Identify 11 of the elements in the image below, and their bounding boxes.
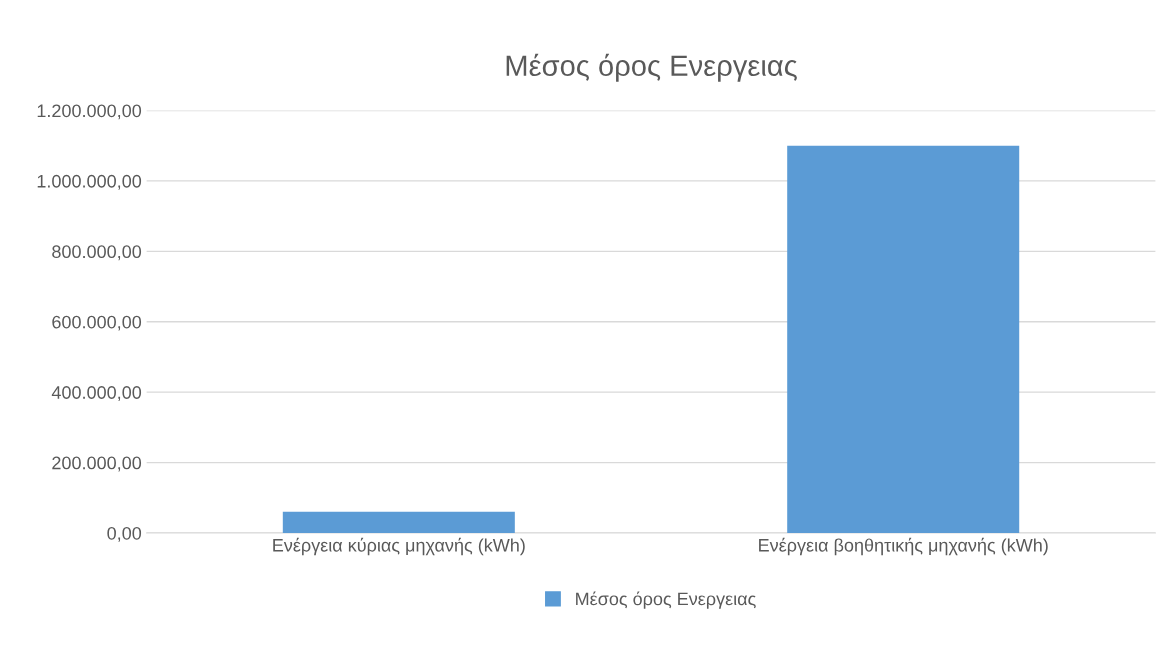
y-tick-label: 1.000.000,00 xyxy=(37,174,142,190)
y-tick-label: 800.000,00 xyxy=(52,245,142,261)
x-tick-label: Ενέργεια βοηθητικής μηχανής (kWh) xyxy=(759,537,1048,556)
y-tick-label: 0,00 xyxy=(107,526,142,542)
y-tick-label: 200.000,00 xyxy=(52,456,142,472)
y-tick-label: 1.200.000,00 xyxy=(37,104,142,120)
chart-title: Μέσος όρος Ενεργειας xyxy=(506,53,797,82)
y-tick-label: 600.000,00 xyxy=(52,315,142,331)
y-tick-label: 400.000,00 xyxy=(51,386,142,402)
x-tick-label: Ενέργεια κύριας μηχανής (kWh) xyxy=(273,537,525,556)
legend-label: Μέσος όρος Ενεργειας xyxy=(576,591,756,609)
